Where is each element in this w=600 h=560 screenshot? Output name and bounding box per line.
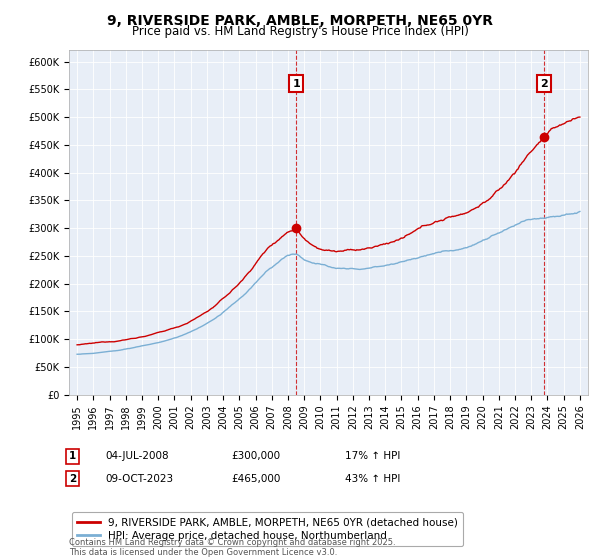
Text: 09-OCT-2023: 09-OCT-2023 — [105, 474, 173, 484]
Text: 1: 1 — [69, 451, 76, 461]
Text: 2: 2 — [540, 79, 548, 88]
Text: 17% ↑ HPI: 17% ↑ HPI — [345, 451, 400, 461]
Text: 1: 1 — [292, 79, 300, 88]
Text: 04-JUL-2008: 04-JUL-2008 — [105, 451, 169, 461]
Text: Price paid vs. HM Land Registry's House Price Index (HPI): Price paid vs. HM Land Registry's House … — [131, 25, 469, 38]
Text: Contains HM Land Registry data © Crown copyright and database right 2025.
This d: Contains HM Land Registry data © Crown c… — [69, 538, 395, 557]
Text: 43% ↑ HPI: 43% ↑ HPI — [345, 474, 400, 484]
Legend: 9, RIVERSIDE PARK, AMBLE, MORPETH, NE65 0YR (detached house), HPI: Average price: 9, RIVERSIDE PARK, AMBLE, MORPETH, NE65 … — [71, 512, 463, 546]
Text: 2: 2 — [69, 474, 76, 484]
Text: £300,000: £300,000 — [231, 451, 280, 461]
Text: 9, RIVERSIDE PARK, AMBLE, MORPETH, NE65 0YR: 9, RIVERSIDE PARK, AMBLE, MORPETH, NE65 … — [107, 14, 493, 28]
Text: £465,000: £465,000 — [231, 474, 280, 484]
